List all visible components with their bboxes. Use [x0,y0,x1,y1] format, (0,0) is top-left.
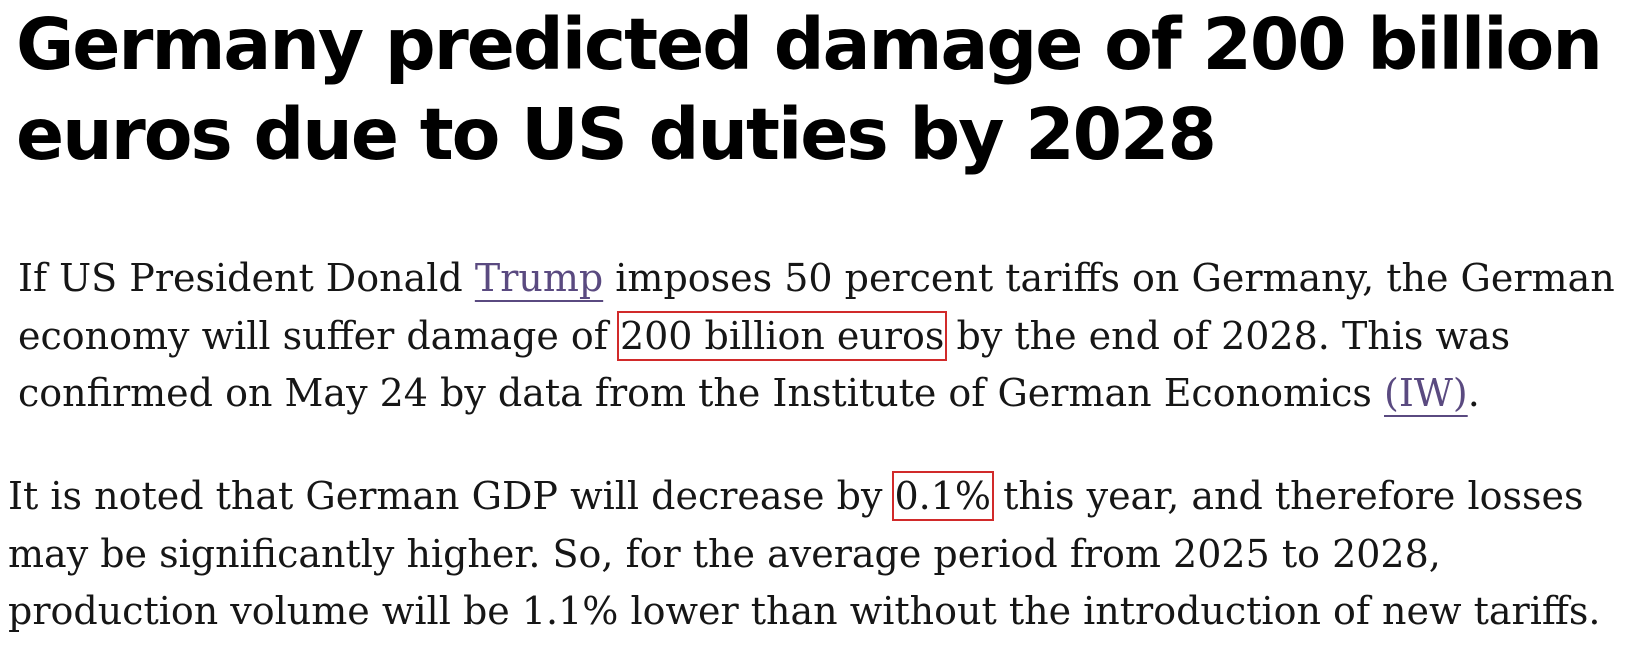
highlight-gdp-percent: 0.1% [891,471,995,521]
paragraph-1-text-end: . [1467,371,1480,415]
article-paragraph-2: It is noted that German GDP will decreas… [8,468,1638,641]
paragraph-1-text-start: If US President Donald [18,256,475,300]
paragraph-1-text-middle: imposes 50 percent tariffs on Germany, t… [18,256,1615,358]
paragraph-1-text-after-highlight: by the end of 2028. This was confirmed o… [18,313,1511,416]
highlight-200-billion-euros: 200 billion euros [616,310,948,361]
trump-link[interactable]: Trump [474,256,604,300]
article-headline: Germany predicted damage of 200 billion … [16,3,1603,176]
iw-link[interactable]: (IW) [1384,371,1468,415]
paragraph-2-text-start: It is noted that German GDP will decreas… [8,474,895,518]
paragraph-2-text-end: this year, and therefore losses may be s… [8,474,1601,633]
article-paragraph-1: If US President Donald Trump imposes 50 … [18,250,1628,423]
